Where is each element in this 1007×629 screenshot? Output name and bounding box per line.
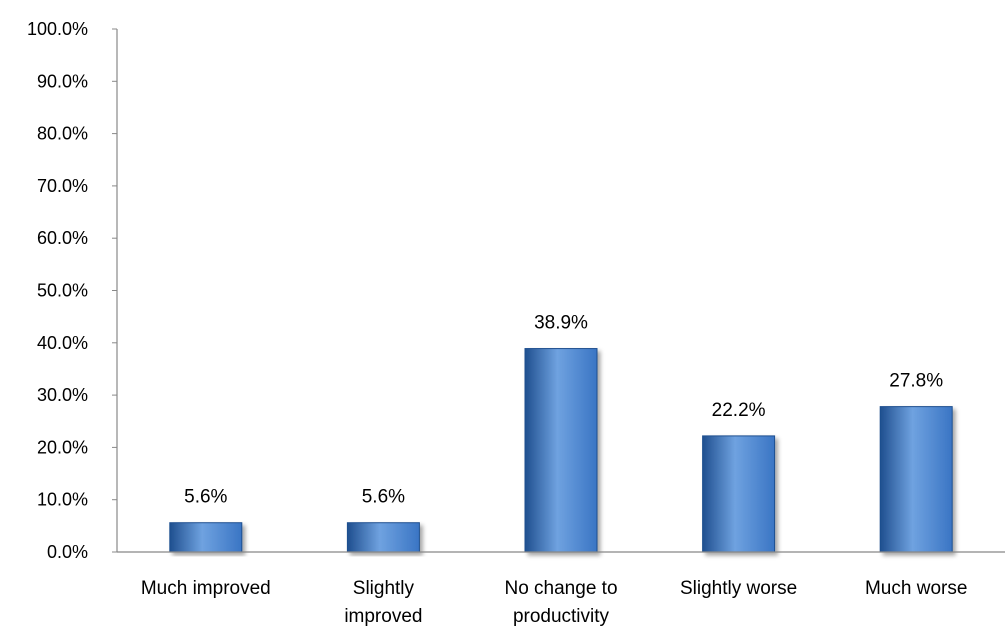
category-label: Slightly worse: [680, 578, 797, 599]
data-label: 5.6%: [184, 487, 227, 508]
bar: [346, 522, 420, 553]
y-tick-label: 20.0%: [37, 437, 88, 457]
axes: [112, 28, 1005, 553]
y-tick-label: 60.0%: [37, 228, 88, 248]
y-tick-label: 30.0%: [37, 385, 88, 405]
y-tick-label: 0.0%: [47, 542, 88, 562]
y-tick-label: 10.0%: [37, 490, 88, 510]
y-tick-label: 100.0%: [27, 19, 88, 39]
bars-group: [169, 348, 953, 553]
y-tick-label: 50.0%: [37, 281, 88, 301]
category-label: productivity: [513, 606, 610, 627]
bar: [702, 435, 776, 553]
bar: [879, 406, 953, 553]
y-axis-tick-labels: 0.0% 10.0% 20.0% 30.0% 40.0% 50.0% 60.0% 70.0% 8…: [27, 19, 88, 562]
data-label: 5.6%: [362, 487, 405, 508]
x-axis-category-labels: Much improved Slightly improved No change t…: [141, 578, 968, 627]
y-tick-label: 80.0%: [37, 124, 88, 144]
category-label: Much worse: [865, 578, 967, 599]
bar: [524, 348, 598, 553]
category-label: Much improved: [141, 578, 271, 599]
data-labels-group: 5.6% 5.6% 38.9% 22.2% 27.8%: [184, 313, 943, 508]
data-label: 22.2%: [712, 400, 766, 421]
y-tick-label: 40.0%: [37, 333, 88, 353]
y-tick-label: 70.0%: [37, 176, 88, 196]
y-tick-label: 90.0%: [37, 71, 88, 91]
data-label: 27.8%: [889, 371, 943, 392]
category-label: improved: [344, 606, 422, 627]
category-label: No change to: [504, 578, 617, 599]
category-label: Slightly: [353, 578, 415, 599]
data-label: 38.9%: [534, 313, 588, 334]
bar: [169, 522, 243, 553]
